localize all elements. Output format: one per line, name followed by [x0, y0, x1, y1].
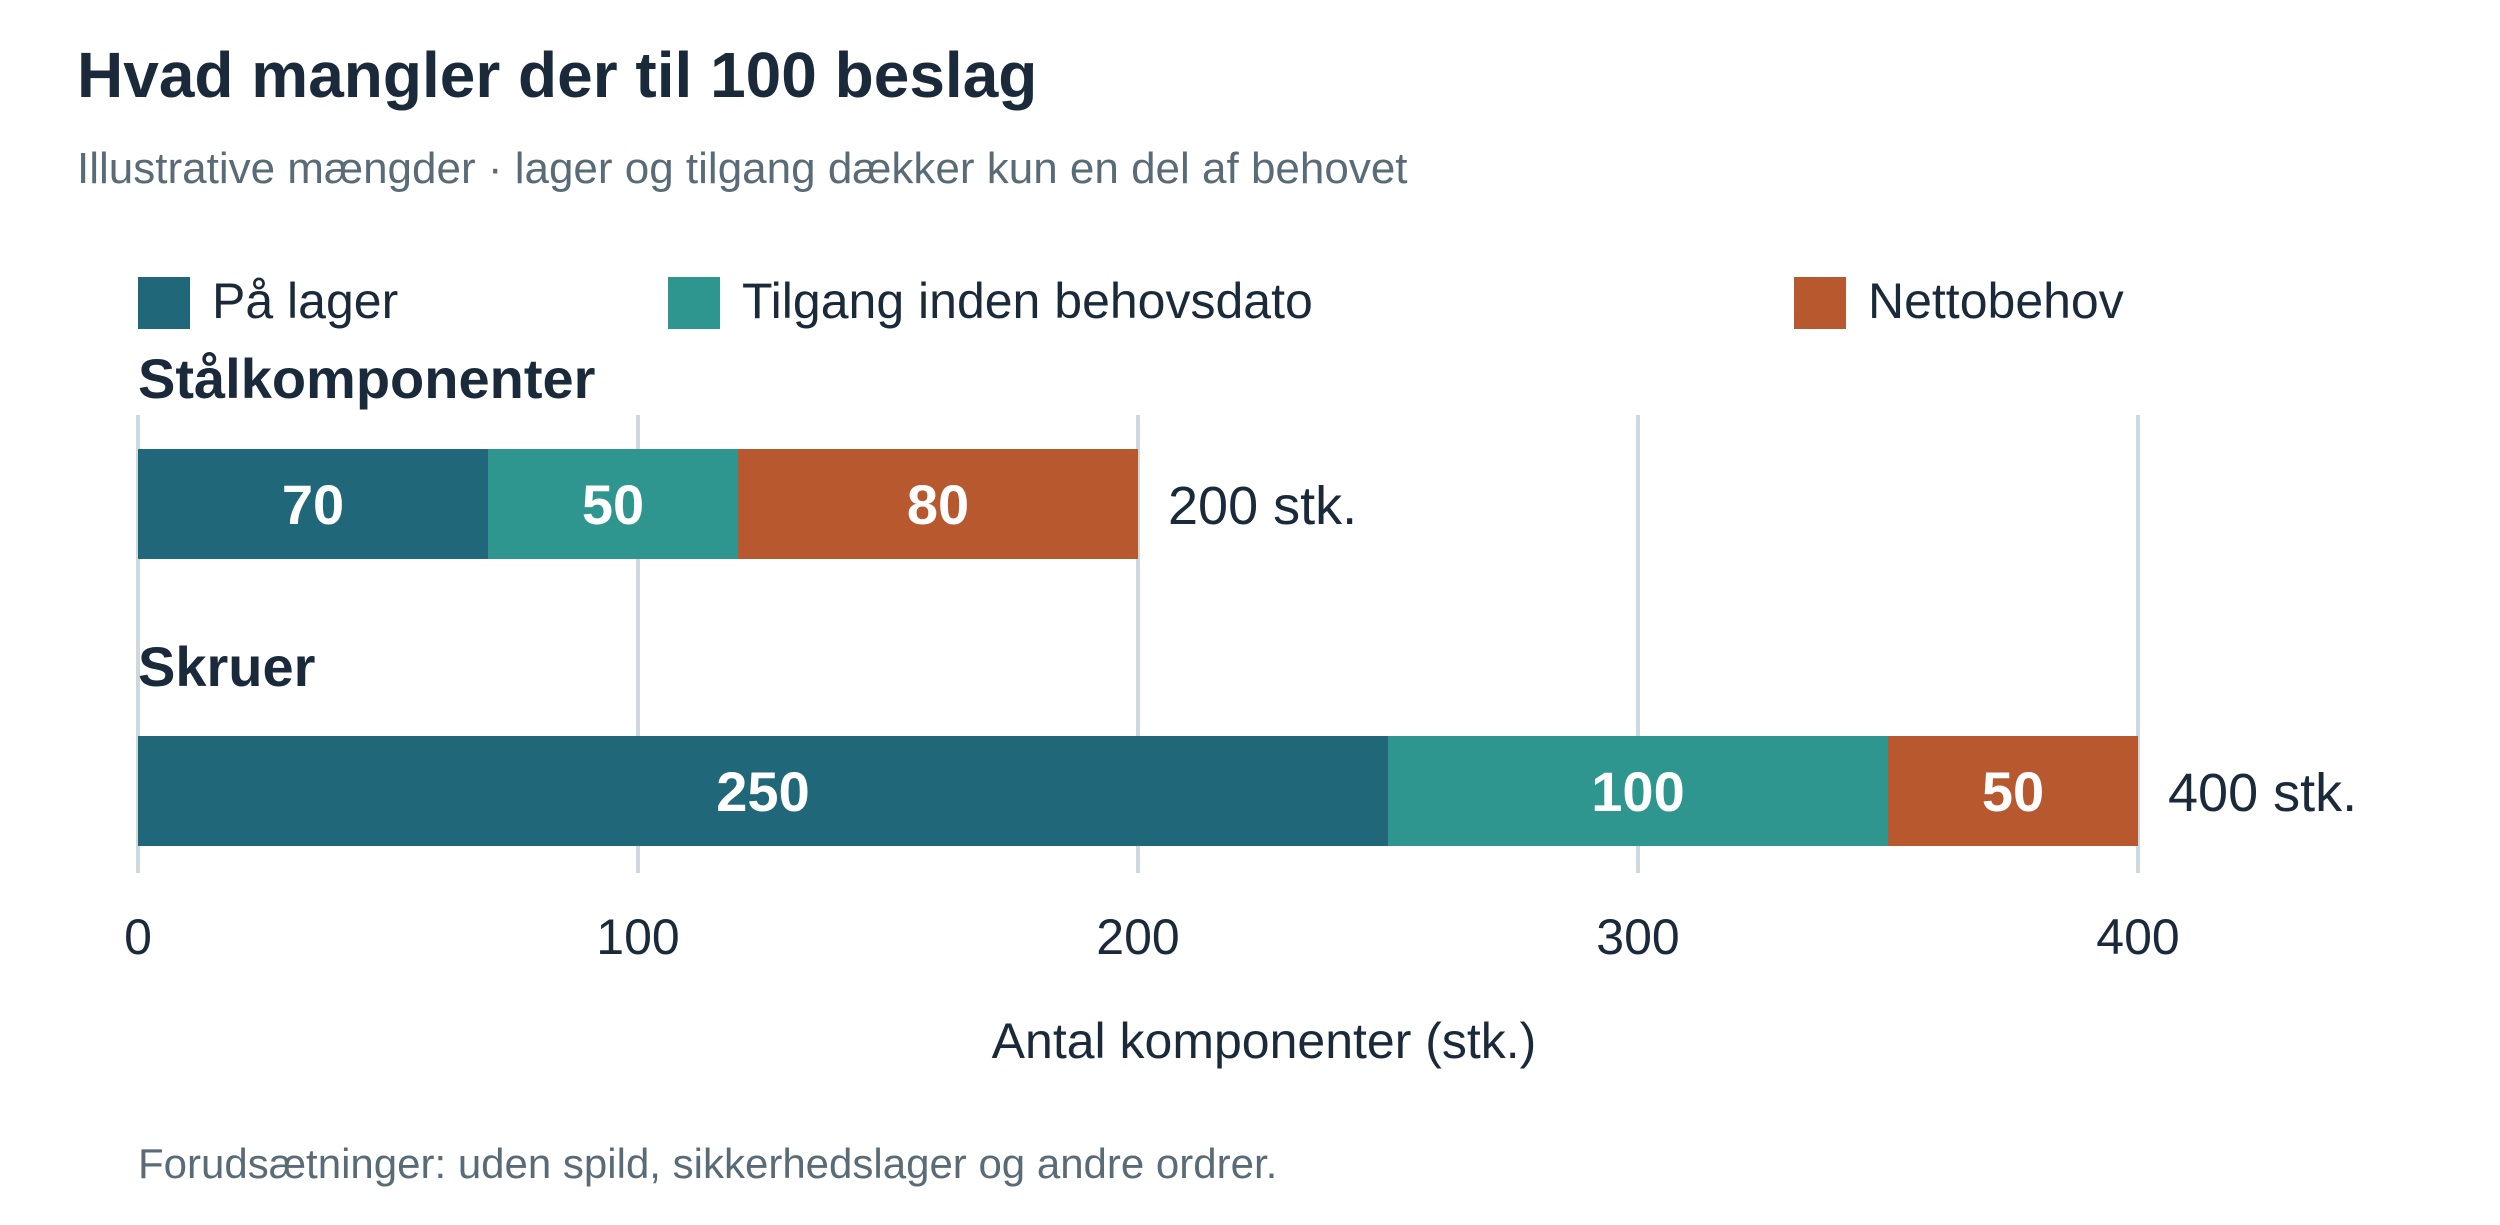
chart-title: Hvad mangler der til 100 beslag — [77, 39, 1037, 111]
bar-value-label: 50 — [1982, 760, 2044, 823]
category-label: Skruer — [138, 635, 315, 698]
bar-segment — [488, 449, 738, 559]
bar-group: Skruer 250 100 50 400 stk. — [138, 635, 2357, 846]
bar-total-label: 200 stk. — [1168, 476, 1357, 536]
legend-item: Nettobehov — [1794, 273, 2124, 329]
bar-segment — [738, 449, 1138, 559]
legend-item: Tilgang inden behovsdato — [668, 273, 1313, 329]
legend-swatch — [668, 277, 720, 329]
legend-swatch — [138, 277, 190, 329]
bar-value-label: 100 — [1591, 760, 1684, 823]
x-tick-label: 0 — [124, 909, 152, 965]
bar-segment — [1388, 736, 1888, 846]
bar-value-label: 70 — [282, 473, 344, 536]
bar-value-label: 80 — [907, 473, 969, 536]
bar-value-label: 250 — [716, 760, 809, 823]
category-label: Stålkomponenter — [138, 347, 595, 410]
chart-subtitle: Illustrative mængder · lager og tilgang … — [77, 144, 1408, 193]
x-tick-label: 300 — [1596, 909, 1679, 965]
legend-item: På lager — [138, 273, 398, 329]
bars: Stålkomponenter 70 50 80 200 stk. Skruer 250 10… — [138, 347, 2357, 846]
x-tick-label: 400 — [2096, 909, 2179, 965]
bar-total-label: 400 stk. — [2168, 763, 2357, 823]
bar-segment — [138, 736, 1388, 846]
x-axis-label: Antal komponenter (stk.) — [992, 1013, 1537, 1069]
x-axis: 0 100 200 300 400 — [124, 909, 2180, 965]
legend-label: På lager — [212, 273, 398, 329]
footnote: Forudsætninger: uden spild, sikkerhedsla… — [138, 1140, 1277, 1187]
bar-value-label: 50 — [582, 473, 644, 536]
legend-label: Nettobehov — [1868, 273, 2124, 329]
legend-label: Tilgang inden behovsdato — [742, 273, 1313, 329]
bar-group: Stålkomponenter 70 50 80 200 stk. — [138, 347, 1357, 559]
bar-segment — [1888, 736, 2138, 846]
legend-swatch — [1794, 277, 1846, 329]
bar-segment — [138, 449, 488, 559]
x-tick-label: 100 — [596, 909, 679, 965]
legend: På lager Tilgang inden behovsdato Nettobeh… — [138, 273, 2124, 329]
x-tick-label: 200 — [1096, 909, 1179, 965]
